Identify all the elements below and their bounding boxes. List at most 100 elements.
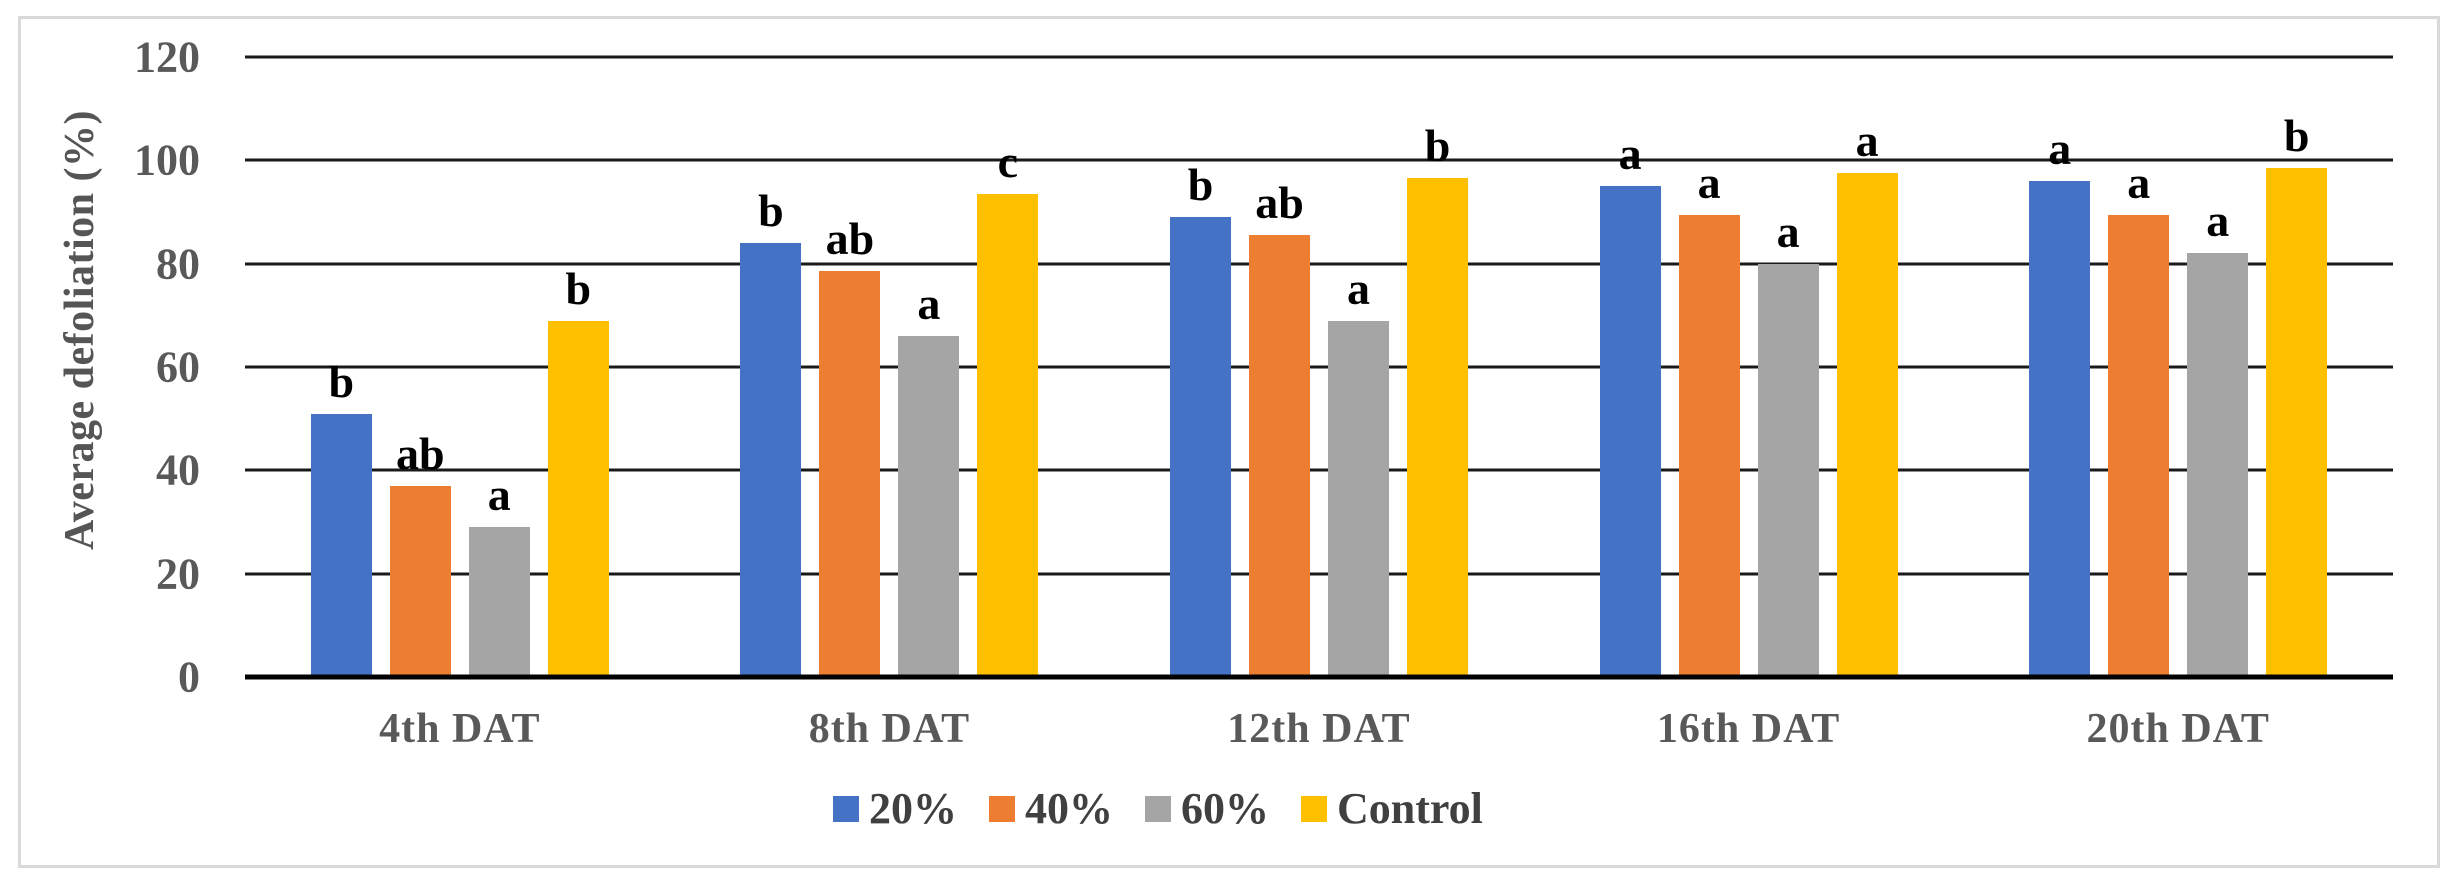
significance-letter-60pct-16th-dat: a — [1776, 205, 1800, 257]
bar-20pct-20th-dat — [2029, 181, 2091, 677]
legend-swatch-20pct — [833, 795, 859, 822]
bar-cell-40pct-20th-dat: a — [2108, 156, 2170, 677]
significance-letter-20pct-8th-dat: b — [758, 185, 784, 236]
bar-control-4th-dat — [547, 320, 609, 677]
bar-60pct-16th-dat — [1757, 263, 1819, 677]
legend: 20% 40% 60% Control — [833, 783, 1483, 834]
legend-item-20pct: 20% — [833, 783, 957, 834]
bar-cell-control-4th-dat: b — [547, 262, 609, 677]
bar-group-20th-dat: a a a b — [1963, 57, 2393, 677]
gridline-20 — [245, 572, 2393, 576]
legend-swatch-40pct — [989, 795, 1015, 822]
bar-20pct-8th-dat — [740, 243, 802, 677]
legend-label-20pct: 20% — [869, 784, 957, 833]
significance-letter-20pct-12th-dat: b — [1187, 159, 1214, 211]
x-axis-label-16th-dat: 16th DAT — [1656, 706, 1841, 752]
legend-item-control: Control — [1301, 783, 1483, 834]
x-axis-line — [245, 674, 2393, 680]
x-axis-label-12th-dat: 12th DAT — [1227, 706, 1411, 752]
significance-letter-20pct-4th-dat: b — [328, 355, 355, 407]
gridline-60 — [245, 365, 2393, 369]
bar-cell-20pct-16th-dat: a — [1599, 128, 1661, 677]
legend-item-60pct: 60% — [1145, 783, 1269, 834]
bar-cell-60pct-12th-dat: a — [1327, 262, 1389, 677]
significance-letter-60pct-8th-dat: a — [917, 278, 941, 329]
bar-cell-20pct-4th-dat: b — [310, 355, 372, 677]
bar-cell-40pct-12th-dat: ab — [1248, 177, 1310, 677]
significance-letter-40pct-16th-dat: a — [1697, 156, 1721, 208]
significance-letter-control-16th-dat: a — [1855, 115, 1879, 167]
legend-label-60pct: 60% — [1181, 784, 1269, 833]
significance-letter-40pct-8th-dat: ab — [825, 213, 875, 265]
bar-40pct-16th-dat — [1678, 214, 1740, 677]
bar-group-4th-dat: b ab a b — [245, 57, 675, 677]
bar-60pct-4th-dat — [468, 527, 530, 677]
bar-control-8th-dat — [977, 193, 1039, 677]
bar-control-12th-dat — [1406, 178, 1468, 677]
significance-letter-60pct-20th-dat: a — [2206, 195, 2230, 247]
bar-cell-control-12th-dat: b — [1406, 120, 1468, 677]
y-tick-label-80: 80 — [156, 239, 200, 289]
significance-letter-control-20th-dat: b — [2283, 110, 2310, 162]
legend-label-control: Control — [1337, 784, 1483, 833]
bar-cell-control-8th-dat: c — [977, 135, 1039, 677]
bar-40pct-20th-dat — [2108, 214, 2170, 677]
significance-letter-20pct-16th-dat: a — [1618, 128, 1642, 180]
bar-cell-control-16th-dat: a — [1836, 115, 1898, 677]
bar-cell-60pct-8th-dat: a — [898, 278, 960, 677]
bar-group-8th-dat: b ab a c — [675, 57, 1105, 677]
gridline-40 — [245, 468, 2393, 472]
figure-border — [18, 16, 2440, 868]
gridline-120 — [245, 55, 2393, 59]
bar-group-16th-dat: a a a a — [1534, 57, 1964, 677]
gridline-100 — [245, 158, 2393, 162]
bar-60pct-8th-dat — [898, 336, 960, 677]
legend-swatch-control — [1301, 795, 1327, 822]
bar-20pct-12th-dat — [1169, 217, 1231, 677]
significance-letter-40pct-4th-dat: ab — [396, 427, 445, 479]
bar-cell-20pct-20th-dat: a — [2029, 123, 2091, 677]
bar-group-12th-dat: b ab a b — [1104, 57, 1534, 677]
gridline-80 — [245, 262, 2393, 266]
y-tick-label-120: 120 — [134, 32, 200, 82]
significance-letter-control-8th-dat: c — [997, 135, 1019, 187]
y-tick-label-0: 0 — [178, 652, 200, 702]
bar-cell-60pct-16th-dat: a — [1757, 205, 1819, 677]
legend-swatch-60pct — [1145, 795, 1171, 822]
bar-60pct-20th-dat — [2187, 253, 2249, 677]
bar-20pct-16th-dat — [1599, 186, 1661, 677]
legend-label-40pct: 40% — [1025, 784, 1113, 833]
y-tick-label-20: 20 — [156, 549, 200, 599]
legend-item-40pct: 40% — [989, 783, 1113, 834]
bar-control-16th-dat — [1836, 173, 1898, 677]
bar-20pct-4th-dat — [310, 413, 372, 677]
bar-cell-20pct-12th-dat: b — [1169, 159, 1231, 677]
significance-letter-20pct-20th-dat: a — [2048, 123, 2072, 174]
plot-area: b ab a b b ab a c b ab a b a a a a a a a b — [245, 55, 2393, 680]
significance-letter-60pct-4th-dat: a — [487, 469, 511, 521]
significance-letter-control-12th-dat: b — [1424, 120, 1451, 172]
significance-letter-60pct-12th-dat: a — [1346, 262, 1370, 314]
bar-60pct-12th-dat — [1327, 320, 1389, 677]
significance-letter-control-4th-dat: b — [565, 262, 592, 314]
significance-letter-40pct-12th-dat: ab — [1255, 177, 1304, 229]
bar-cell-control-20th-dat: b — [2266, 110, 2328, 677]
y-tick-label-100: 100 — [134, 135, 200, 185]
bar-cell-40pct-8th-dat: ab — [819, 213, 881, 677]
significance-letter-40pct-20th-dat: a — [2127, 156, 2151, 208]
x-axis-label-8th-dat: 8th DAT — [808, 706, 971, 752]
bar-cell-60pct-20th-dat: a — [2187, 195, 2249, 677]
bar-cell-40pct-4th-dat: ab — [389, 427, 451, 677]
bar-40pct-12th-dat — [1248, 235, 1310, 677]
bar-cell-60pct-4th-dat: a — [468, 469, 530, 677]
bar-40pct-4th-dat — [389, 485, 451, 677]
y-tick-label-40: 40 — [156, 445, 200, 495]
x-axis-label-4th-dat: 4th DAT — [379, 706, 541, 752]
bar-40pct-8th-dat — [819, 271, 881, 677]
x-axis-label-20th-dat: 20th DAT — [2086, 706, 2270, 752]
y-tick-label-60: 60 — [156, 342, 200, 392]
bar-cell-40pct-16th-dat: a — [1678, 156, 1740, 677]
bar-control-20th-dat — [2266, 168, 2328, 677]
bar-cell-20pct-8th-dat: b — [740, 185, 802, 677]
